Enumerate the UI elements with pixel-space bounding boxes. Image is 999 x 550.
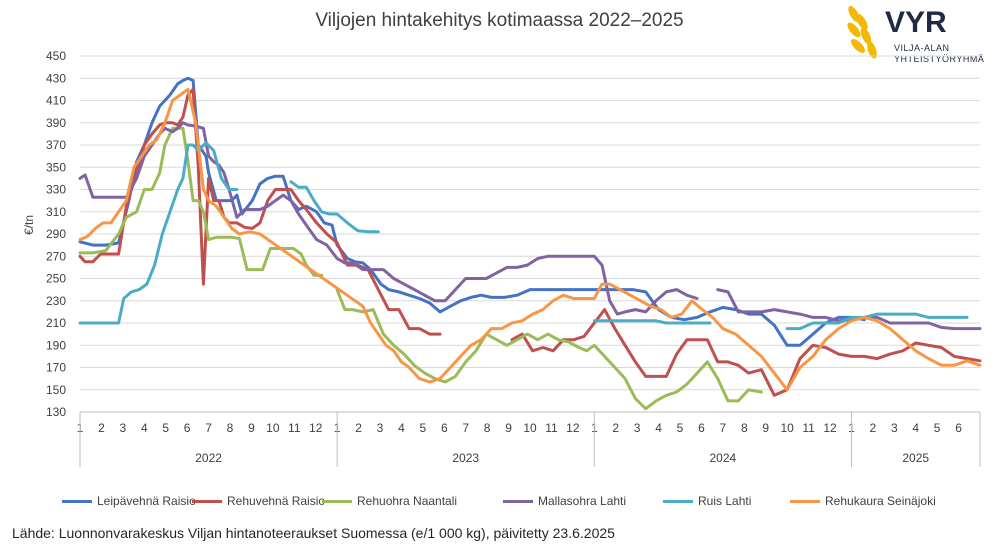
series-line bbox=[78, 87, 982, 392]
x-tick-label: 3 bbox=[634, 421, 641, 435]
y-tick-label: 450 bbox=[46, 49, 66, 63]
x-tick-label: 4 bbox=[398, 421, 405, 435]
x-tick-label: 11 bbox=[802, 421, 815, 435]
legend-label: Leipävehnä Raisio bbox=[97, 494, 196, 508]
y-tick-label: 390 bbox=[46, 116, 66, 130]
x-tick-label: 6 bbox=[955, 421, 962, 435]
legend-item: Rehukaura Seinäjoki bbox=[790, 492, 936, 510]
x-tick-label: 10 bbox=[780, 421, 794, 435]
x-tick-label: 12 bbox=[309, 421, 323, 435]
x-tick-label: 7 bbox=[720, 421, 727, 435]
vyr-logo bbox=[840, 2, 999, 66]
x-tick-label: 6 bbox=[698, 421, 705, 435]
source-note: Lähde: Luonnonvarakeskus Viljan hintanot… bbox=[12, 525, 615, 541]
y-tick-label: 230 bbox=[46, 294, 66, 308]
legend-label: Rehuvehnä Raisio bbox=[227, 494, 326, 508]
legend-swatch bbox=[192, 499, 222, 503]
series-line bbox=[78, 141, 969, 331]
x-tick-label: 9 bbox=[248, 421, 255, 435]
legend-item: Ruis Lahti bbox=[663, 492, 751, 510]
year-label: 2024 bbox=[710, 451, 737, 465]
y-tick-label: 330 bbox=[46, 183, 66, 197]
y-tick-label: 190 bbox=[46, 338, 66, 352]
legend-swatch bbox=[790, 499, 820, 503]
x-tick-label: 4 bbox=[141, 421, 148, 435]
x-tick-label: 2 bbox=[870, 421, 877, 435]
chart-title: Viljojen hintakehitys kotimaassa 2022–20… bbox=[315, 10, 684, 31]
x-tick-label: 2 bbox=[612, 421, 619, 435]
x-tick-label: 8 bbox=[484, 421, 491, 435]
logo-subtitle-1: VILJA-ALAN bbox=[894, 43, 950, 53]
x-tick-label: 5 bbox=[162, 421, 169, 435]
legend-swatch bbox=[322, 499, 352, 503]
x-tick-label: 6 bbox=[441, 421, 448, 435]
x-tick-label: 7 bbox=[205, 421, 212, 435]
x-tick-label: 6 bbox=[184, 421, 191, 435]
x-tick-label: 5 bbox=[677, 421, 684, 435]
series-line bbox=[78, 87, 982, 397]
wheat-icon bbox=[847, 5, 877, 59]
x-tick-label: 12 bbox=[566, 421, 580, 435]
x-tick-label: 5 bbox=[934, 421, 941, 435]
x-tick-label: 10 bbox=[266, 421, 280, 435]
y-tick-label: 270 bbox=[46, 249, 66, 263]
x-tick-label: 5 bbox=[420, 421, 427, 435]
x-tick-label: 8 bbox=[227, 421, 234, 435]
x-tick-label: 2 bbox=[355, 421, 362, 435]
y-tick-label: 290 bbox=[46, 227, 66, 241]
legend-swatch bbox=[503, 499, 533, 503]
legend-item: Rehuvehnä Raisio bbox=[192, 492, 325, 510]
y-tick-label: 410 bbox=[46, 94, 66, 108]
x-tick-label: 7 bbox=[462, 421, 469, 435]
x-tick-label: 3 bbox=[891, 421, 898, 435]
y-tick-label: 310 bbox=[46, 205, 66, 219]
legend-label: Rehuohra Naantali bbox=[357, 494, 458, 508]
legend-swatch bbox=[663, 499, 693, 503]
year-label: 2022 bbox=[195, 451, 222, 465]
y-tick-label: 350 bbox=[46, 160, 66, 174]
x-tick-label: 4 bbox=[655, 421, 662, 435]
legend-item: Mallasohra Lahti bbox=[503, 492, 626, 510]
year-label: 2025 bbox=[902, 451, 929, 465]
x-tick-label: 3 bbox=[120, 421, 127, 435]
x-tick-label: 8 bbox=[741, 421, 748, 435]
x-tick-label: 9 bbox=[762, 421, 769, 435]
y-tick-label: 150 bbox=[46, 383, 66, 397]
x-tick-label: 12 bbox=[823, 421, 837, 435]
x-tick-label: 11 bbox=[545, 421, 558, 435]
legend-swatch bbox=[62, 499, 92, 503]
legend-item: Leipävehnä Raisio bbox=[62, 492, 196, 510]
x-tick-label: 9 bbox=[505, 421, 512, 435]
y-tick-label: 370 bbox=[46, 138, 66, 152]
series-line bbox=[78, 126, 763, 411]
logo-subtitle-2: YHTEISTYÖRYHMÄ bbox=[894, 54, 985, 64]
x-tick-label: 4 bbox=[912, 421, 919, 435]
legend-label: Rehukaura Seinäjoki bbox=[825, 494, 936, 508]
y-tick-label: 130 bbox=[46, 405, 66, 419]
x-tick-label: 3 bbox=[377, 421, 384, 435]
y-tick-label: 170 bbox=[46, 361, 66, 375]
y-tick-label: 250 bbox=[46, 272, 66, 286]
legend: Leipävehnä Raisio Rehuvehnä Raisio Rehuohr… bbox=[0, 492, 999, 510]
legend-label: Mallasohra Lahti bbox=[538, 494, 627, 508]
x-tick-label: 11 bbox=[288, 421, 301, 435]
x-tick-label: 10 bbox=[523, 421, 537, 435]
year-label: 2023 bbox=[452, 451, 479, 465]
legend-item: Rehuohra Naantali bbox=[322, 492, 457, 510]
y-tick-label: 430 bbox=[46, 71, 66, 85]
series-line bbox=[78, 76, 866, 347]
x-tick-label: 2 bbox=[98, 421, 105, 435]
legend-label: Ruis Lahti bbox=[698, 494, 752, 508]
y-tick-label: 210 bbox=[46, 316, 66, 330]
logo-name: VYR bbox=[885, 6, 947, 39]
